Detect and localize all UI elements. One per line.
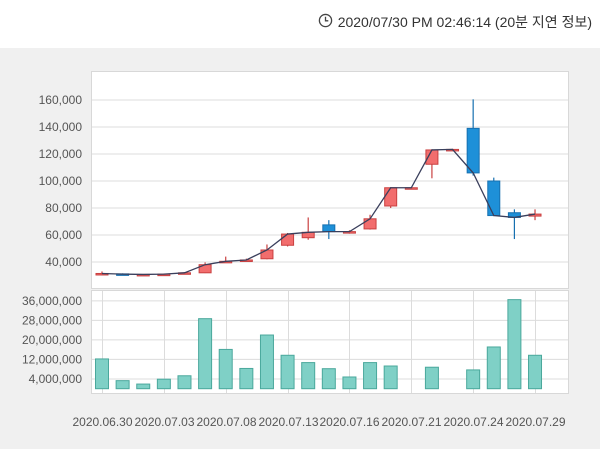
date-axis-label: 2020.07.03 bbox=[134, 415, 194, 429]
date-axis-label: 2020.07.08 bbox=[196, 415, 256, 429]
volume-axis-label: 4,000,000 bbox=[29, 372, 83, 386]
date-axis-label: 2020.07.16 bbox=[319, 415, 379, 429]
date-axis-label: 2020.07.24 bbox=[443, 415, 503, 429]
price-axis-label: 100,000 bbox=[39, 174, 83, 188]
volume-bar bbox=[301, 362, 316, 390]
volume-bar bbox=[342, 376, 357, 390]
date-axis-label: 2020.07.21 bbox=[381, 415, 441, 429]
volume-axis-label: 20,000,000 bbox=[22, 333, 82, 347]
volume-bar bbox=[259, 334, 274, 390]
volume-bar bbox=[177, 375, 192, 390]
volume-bar bbox=[424, 366, 439, 390]
volume-bar bbox=[280, 354, 295, 390]
volume-bar bbox=[383, 365, 398, 390]
date-axis-label: 2020.06.30 bbox=[72, 415, 132, 429]
price-axis-label: 60,000 bbox=[45, 228, 82, 242]
volume-axis-label: 28,000,000 bbox=[22, 313, 82, 327]
volume-bar bbox=[115, 380, 130, 390]
price-axis-label: 80,000 bbox=[45, 201, 82, 215]
price-axis-label: 140,000 bbox=[39, 120, 83, 134]
header: 2020/07/30 PM 02:46:14 (20분 지연 정보) bbox=[0, 0, 600, 48]
candle-body bbox=[322, 224, 336, 233]
timestamp-text: 2020/07/30 PM 02:46:14 (20분 지연 정보) bbox=[337, 14, 592, 30]
date-axis-label: 2020.07.13 bbox=[258, 415, 318, 429]
volume-bar bbox=[466, 369, 481, 390]
candle-body bbox=[363, 218, 377, 230]
clock-icon bbox=[318, 13, 333, 31]
price-axis-label: 40,000 bbox=[45, 255, 82, 269]
price-axis-label: 160,000 bbox=[39, 93, 83, 107]
volume-bar bbox=[321, 368, 336, 390]
volume-bar bbox=[507, 299, 522, 390]
volume-axis-label: 12,000,000 bbox=[22, 352, 82, 366]
volume-bar bbox=[528, 354, 543, 390]
timestamp: 2020/07/30 PM 02:46:14 (20분 지연 정보) bbox=[318, 12, 592, 32]
price-panel bbox=[91, 71, 569, 289]
volume-bar bbox=[136, 383, 151, 390]
candle-body bbox=[487, 180, 501, 217]
close-price-line bbox=[101, 148, 536, 276]
volume-bar bbox=[363, 362, 378, 390]
stock-chart: 40,000 60,000 80,000 100,000 120,000 140,000 1… bbox=[22, 71, 569, 429]
candle-body bbox=[384, 187, 398, 207]
volume-bar bbox=[198, 318, 213, 390]
volume-bar bbox=[156, 378, 171, 390]
volume-bar bbox=[486, 346, 501, 390]
date-axis-label: 2020.07.29 bbox=[505, 415, 565, 429]
candle-body bbox=[281, 233, 295, 246]
price-axis-label: 120,000 bbox=[39, 147, 83, 161]
volume-bar bbox=[218, 348, 233, 390]
candle-body bbox=[466, 127, 480, 174]
volume-axis-label: 36,000,000 bbox=[22, 294, 82, 308]
volume-bar bbox=[95, 358, 109, 390]
volume-bar bbox=[239, 367, 254, 390]
